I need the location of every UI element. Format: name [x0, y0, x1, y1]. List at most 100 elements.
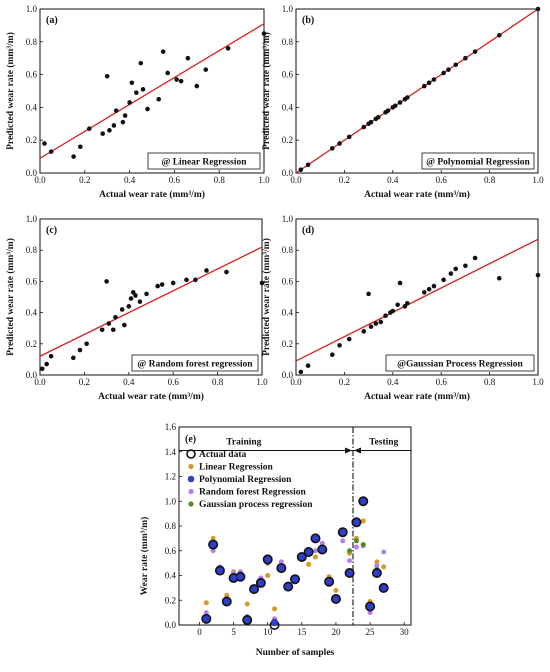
x-tick-label: 0.2 [339, 175, 350, 185]
data-point [535, 6, 541, 12]
data-point [346, 134, 352, 140]
random-forest-point [347, 558, 353, 564]
x-tick-label: 0.6 [169, 175, 181, 185]
gaussian-point [347, 548, 353, 554]
data-point [78, 144, 83, 150]
x-tick-label: 0 [197, 627, 202, 637]
data-point [134, 90, 139, 95]
actual-data-point [276, 563, 287, 574]
data-point [99, 327, 105, 333]
data-point [140, 87, 146, 92]
data-point [472, 255, 478, 261]
legend-box [421, 152, 535, 170]
random-forest-point [312, 548, 318, 554]
data-point [42, 141, 47, 146]
data-point [397, 100, 403, 105]
data-point [383, 313, 388, 319]
actual-data-point [330, 594, 341, 605]
gaussian-point [353, 538, 359, 544]
polynomial-point [359, 497, 367, 505]
data-point [145, 106, 150, 112]
data-point [77, 347, 83, 353]
polynomial-point [250, 585, 258, 593]
data-point [421, 83, 427, 89]
x-tick-label: 0.2 [79, 175, 90, 185]
data-point [421, 290, 427, 295]
actual-data-point [242, 615, 253, 626]
x-axis-label: Actual wear rate (mm³/m) [98, 391, 204, 402]
x-tick-label: 0.8 [212, 377, 224, 387]
panel-label: (b) [302, 15, 314, 26]
linear-point [312, 554, 318, 560]
legend-label: @ Random forest regression [137, 360, 253, 370]
data-point [133, 293, 138, 298]
data-point [392, 103, 398, 109]
x-tick-label: 1.0 [532, 377, 544, 387]
x-tick-label: 5 [231, 627, 236, 637]
data-point [385, 108, 391, 113]
data-point [127, 100, 132, 105]
data-point [402, 304, 408, 309]
x-tick-label: 15 [297, 627, 307, 637]
plot-frame [39, 218, 263, 376]
data-point [496, 32, 502, 38]
gaussian-point [360, 542, 366, 548]
data-point [44, 361, 49, 367]
data-point [106, 321, 112, 326]
data-point [160, 49, 166, 54]
panel-a: 0.0 0.2 0.4 0.6 0.8 1.0 0.0 0.2 0.4 0.6 0.8 1.0 Actu… [5, 4, 270, 200]
data-point [361, 329, 367, 334]
y-axis-label: Predicted wear rate (mm³/m) [261, 32, 272, 150]
polynomial-point [209, 540, 217, 549]
actual-data-point [358, 496, 369, 507]
data-point [368, 119, 374, 125]
data-point [535, 272, 541, 278]
data-point [441, 277, 446, 283]
polynomial-point [264, 555, 272, 564]
data-point [137, 299, 143, 304]
y-tick-label: 0.2 [26, 135, 37, 145]
random-forest-point [319, 540, 325, 546]
polynomial-point [339, 528, 347, 536]
data-point [330, 146, 335, 151]
y-tick-label: 0.6 [282, 70, 294, 80]
data-point [122, 113, 128, 118]
y-tick-label: 1.0 [282, 4, 294, 14]
data-point [390, 308, 396, 314]
data-point [298, 167, 304, 173]
x-tick-label: 0.4 [387, 377, 399, 387]
data-point [261, 31, 267, 36]
x-tick-label: 0.8 [214, 175, 226, 185]
polynomial-point [311, 534, 320, 543]
data-point [48, 149, 54, 154]
y-axis-label: Predicted wear rate (mm³/m) [5, 238, 16, 356]
y-tick-label: 0.2 [26, 339, 37, 349]
data-point [86, 126, 92, 132]
data-point [84, 341, 89, 347]
x-tick-label: 20 [331, 627, 341, 637]
data-point [194, 83, 200, 89]
y-tick-label: 0.0 [26, 370, 38, 380]
x-tick-label: 0.2 [79, 377, 90, 387]
data-point [426, 286, 432, 292]
y-tick-label: 0.6 [26, 70, 38, 80]
actual-data-point [337, 527, 348, 538]
data-point [397, 280, 403, 286]
actual-data-point [371, 568, 382, 579]
legend-entry: Linear Regression [199, 463, 274, 473]
data-point [405, 95, 410, 100]
polynomial-point [332, 595, 340, 603]
data-point [330, 352, 335, 358]
x-tick-label: 1.0 [532, 175, 544, 185]
legend-entry: Gaussian process regression [199, 500, 313, 510]
polynomial-point [243, 616, 251, 624]
random-forest-point [374, 563, 380, 569]
legend-box [147, 152, 261, 170]
actual-data-point [296, 551, 307, 562]
polynomial-point [304, 548, 313, 556]
linear-point [265, 573, 271, 578]
x-tick-label: 0.6 [168, 377, 180, 387]
y-axis-label: Predicted wear rate (mm³/m) [5, 32, 16, 150]
fit-line [40, 246, 262, 357]
